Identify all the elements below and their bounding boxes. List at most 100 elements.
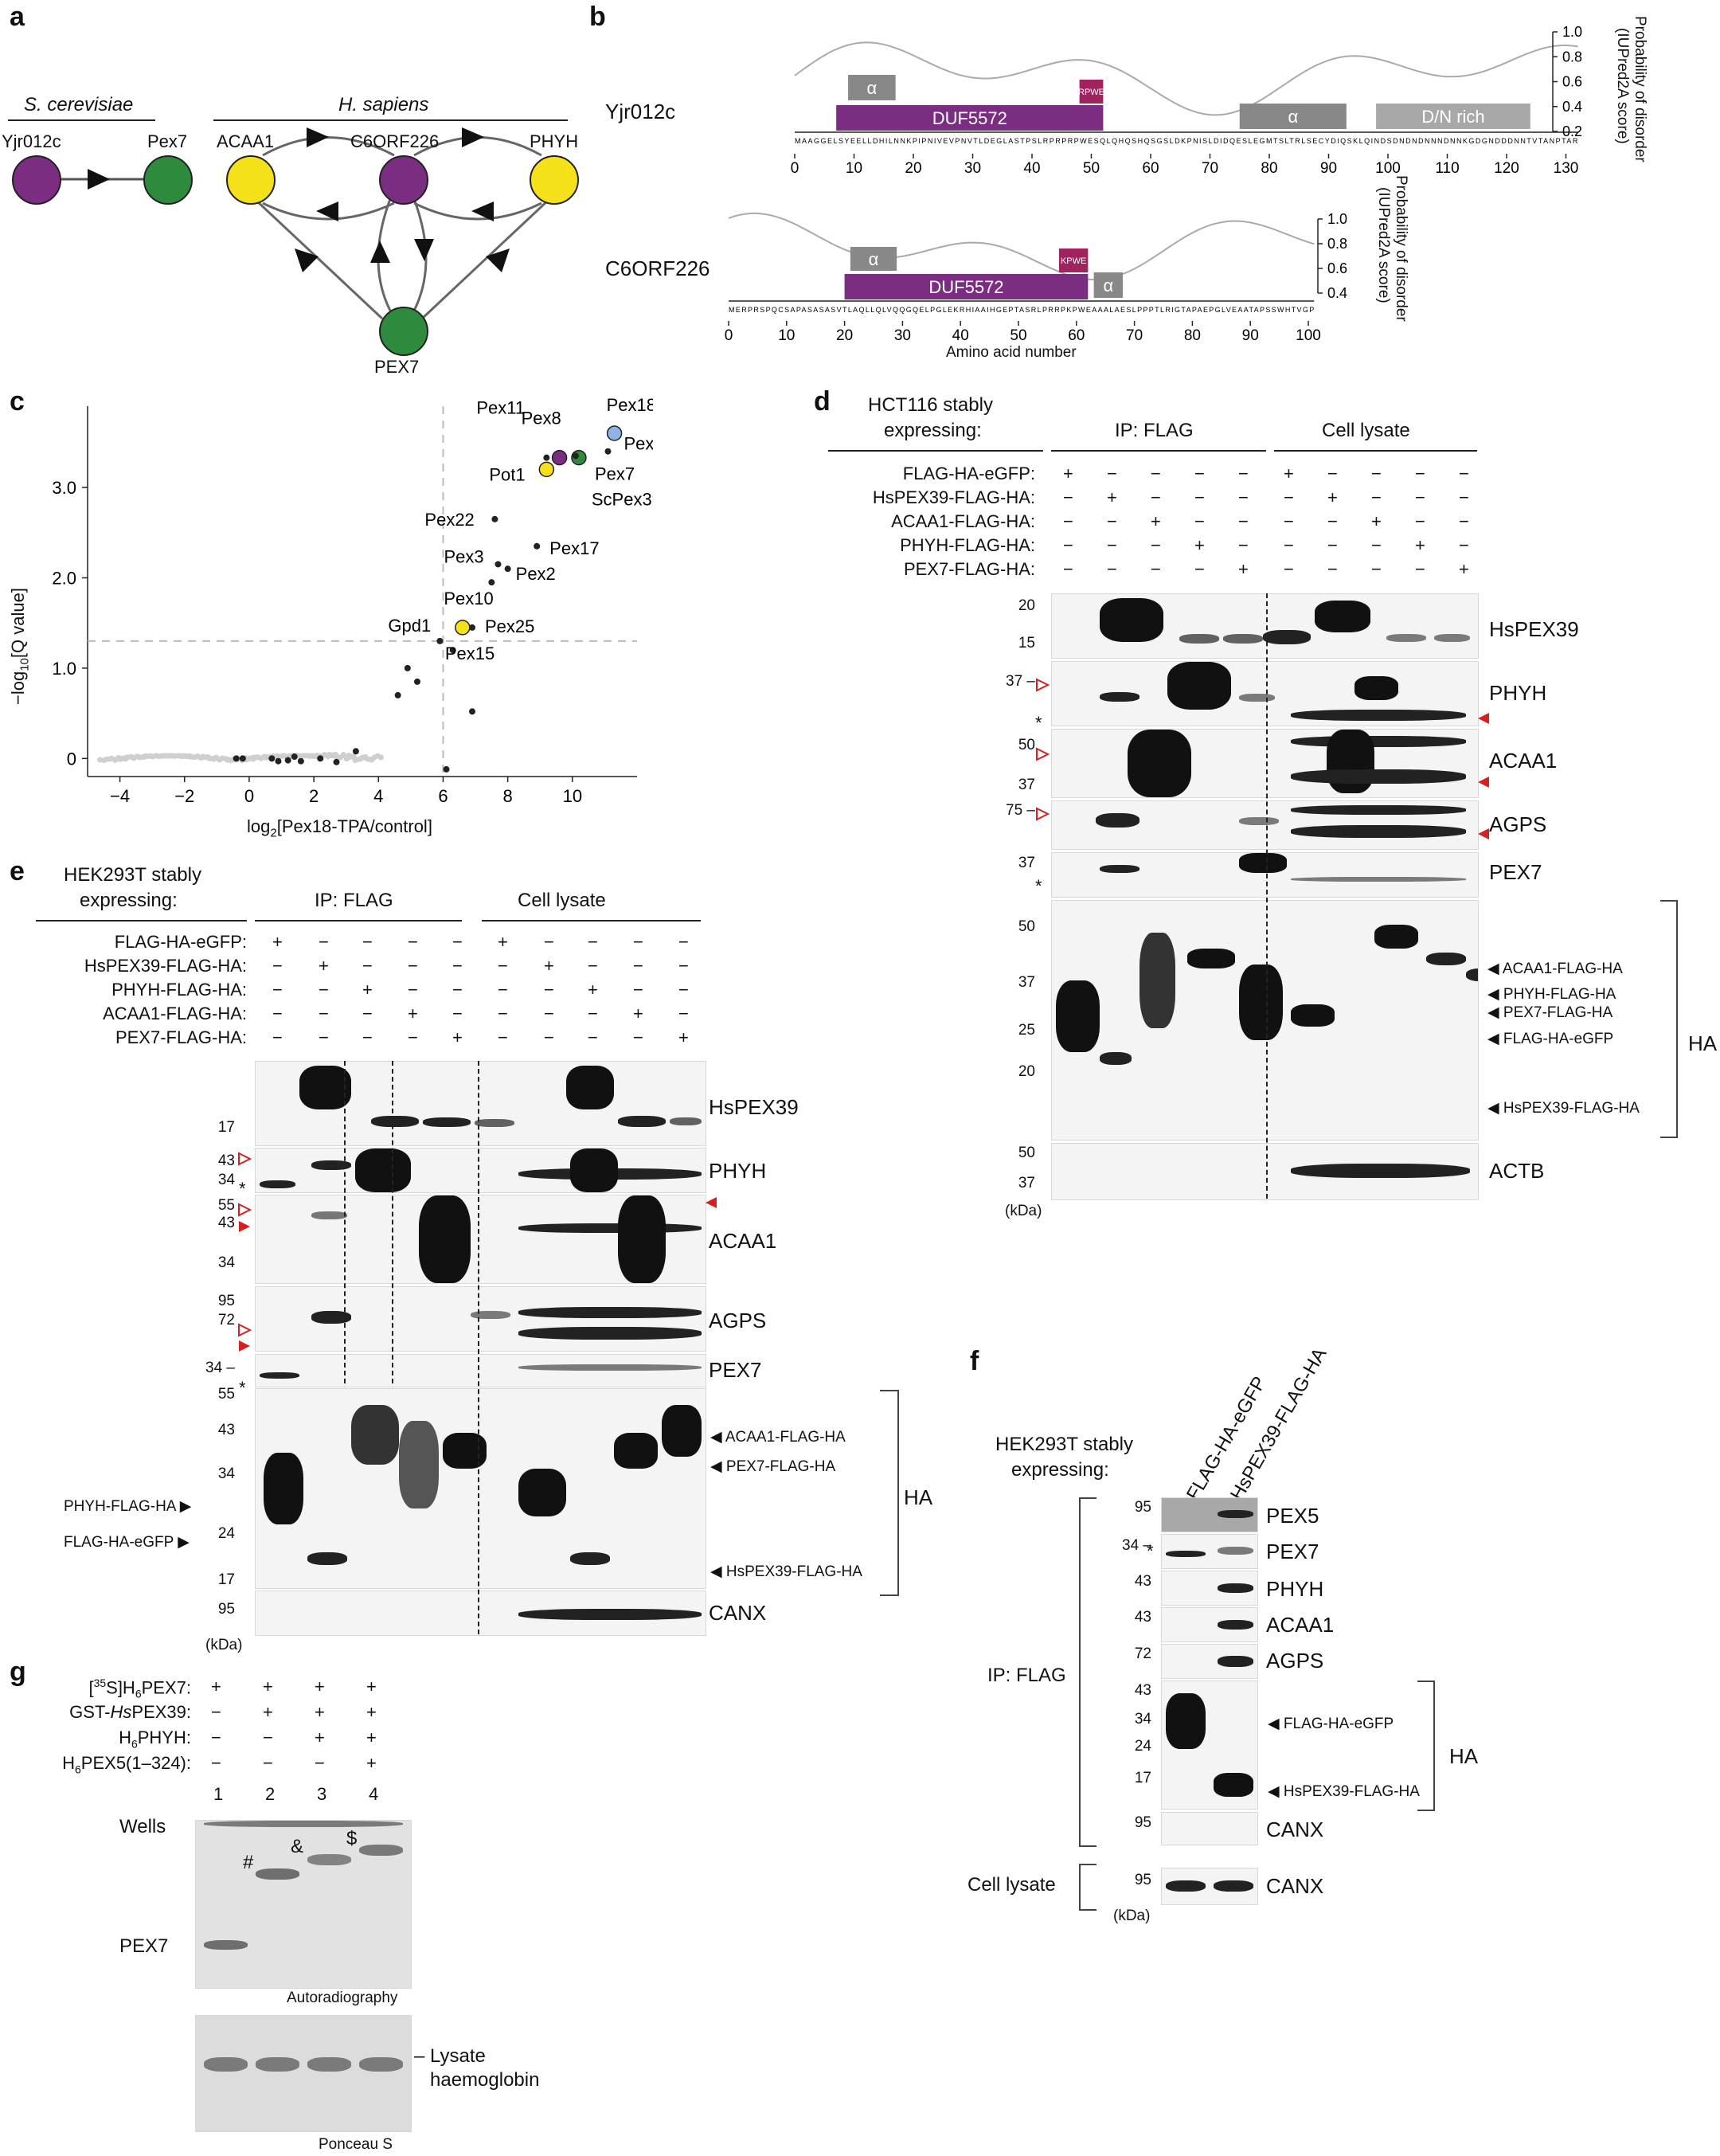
node-acaa1-circle [226,155,276,205]
g-mark-hash: # [243,1852,254,1873]
d-cell-line2: expressing: [884,420,982,441]
condition-sign: + [1063,464,1073,483]
condition-sign: − [1194,511,1205,531]
ylabel-prefix: −log [8,671,28,705]
condition-sign: − [588,1027,598,1047]
x-tick-label: 6 [438,786,448,806]
g-label-part: H [62,1753,75,1773]
mw-marker: 50 [1018,918,1035,935]
d-lysate-rule [1274,450,1477,452]
g-label-part: 6 [131,1737,138,1751]
disorder-tick-label: 0.8 [1562,49,1582,65]
ylabel-suffix: [Q value] [8,588,28,659]
d-header-rule [828,450,1043,452]
condition-sign: − [1459,464,1469,483]
g-condition-sign: + [315,1677,325,1696]
point-label-pex25: Pex25 [485,616,534,636]
mw-marker: 43 [217,1215,235,1231]
domain---box [1239,104,1347,129]
e-blot-ha [255,1388,706,1589]
condition-sign: − [1063,559,1073,579]
point-label-pex11: Pex11 [476,398,525,418]
background-point [115,754,122,761]
condition-sign: − [1151,464,1161,483]
background-point [325,753,331,760]
e-cell-line: HEK293T stably [64,864,201,886]
condition-sign: − [1063,487,1073,507]
g-autorad-label: Autoradiography [287,1990,398,2006]
disorder-tick-label: 0.2 [1562,123,1582,139]
background-point [147,753,154,759]
condition-label: HsPEX39-FLAG-HA: [872,487,1035,507]
condition-sign: − [272,956,283,976]
background-point [343,756,350,762]
panel-f: f FLAG-HA-eGFP HsPEX39-FLAG-HA HEK293T s… [956,1344,1720,1967]
g-condition-sign: + [366,1753,377,1773]
condition-sign: − [633,956,643,976]
g-condition-sign: + [366,1677,377,1696]
condition-sign: − [408,1027,418,1047]
condition-sign: − [408,932,418,952]
mw-marker: 15 [1018,635,1035,651]
aa-tick-label: 40 [1023,160,1040,177]
e-blot-hspex39 [255,1061,706,1146]
condition-sign: − [678,1004,689,1023]
condition-sign: − [1238,487,1249,507]
aa-tick-label: 50 [1083,160,1100,177]
mw-marker: 34 [217,1172,235,1188]
d-blot-agps [1051,800,1479,850]
disorder-tick-label: 0.4 [1562,99,1582,115]
f-cell-line: HEK293T stably [995,1434,1133,1455]
aa-tick-label: 20 [905,160,921,177]
condition-sign: − [1327,464,1338,483]
xlabel-sub: 2 [270,826,277,840]
background-point [134,753,140,760]
panel-letter-a: a [10,2,25,32]
condition-sign: − [362,1004,373,1023]
e-ha-right-arrow-label: ◀ PEX7-FLAG-HA [710,1458,836,1475]
d-blot-actb [1051,1143,1479,1200]
x-tick-label: 4 [373,786,383,806]
point-label-pex10: Pex10 [444,589,493,608]
d-blot-phyh [1051,661,1479,726]
e-lane-divider [478,1061,479,1634]
f-label-ha: HA [1449,1744,1479,1768]
condition-sign: − [319,1027,329,1047]
domain-kpwe-box [1058,248,1089,272]
d-ip-rule [1051,450,1266,452]
xlabel-suffix: [Pex18-TPA/control] [276,816,432,836]
background-point [191,754,197,761]
e-label-hspex39: HsPEX39 [709,1095,799,1119]
panel-letter-f: f [970,1346,979,1376]
point-pex11 [543,454,550,461]
condition-sign: − [1327,559,1338,579]
domain-duf5572-box [836,105,1104,131]
condition-sign: + [1107,487,1117,507]
g-label-part: PEX5(1–324): [80,1753,191,1773]
background-point [337,754,343,761]
d-label-acaa1: ACAA1 [1489,749,1558,773]
mw-marker: 24 [217,1525,235,1542]
panel-a: a S. cerevisiae H. sapiens Yjr012c [0,0,589,382]
d-ha-arrow-label: ◀ FLAG-HA-eGFP [1487,1031,1614,1047]
domain-label: KPWE [1061,256,1086,266]
domain-label: α [869,249,879,269]
interaction-network [36,127,551,320]
scatter-xlabel: log2[Pex18-TPA/control] [247,816,432,839]
domain-label: α [1103,276,1113,295]
point-pex8 [551,449,568,466]
node-pex7-yeast-label: Pex7 [147,131,188,151]
data-point [275,757,282,765]
mw-marker: 37 [1018,974,1035,991]
condition-label: PEX7-FLAG-HA: [115,1027,247,1047]
mw-marker: 34 – [1122,1537,1151,1554]
background-point [143,753,149,759]
background-point [108,755,115,761]
condition-sign: − [544,932,554,952]
condition-sign: − [452,1004,463,1023]
condition-sign: − [1107,511,1117,531]
condition-sign: − [1107,464,1117,483]
condition-label: PHYH-FLAG-HA: [111,980,247,1000]
background-point [254,753,260,760]
background-point [179,753,186,760]
